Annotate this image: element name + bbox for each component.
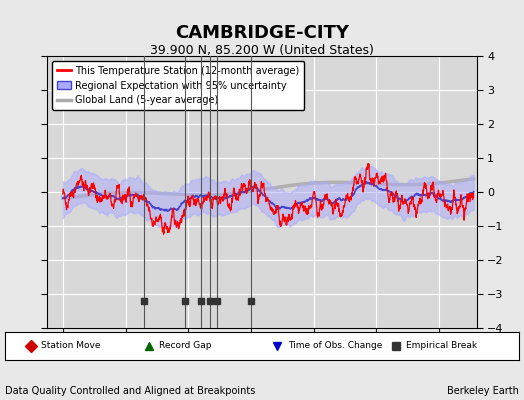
Text: Station Move: Station Move xyxy=(41,342,101,350)
Text: Empirical Break: Empirical Break xyxy=(406,342,477,350)
Legend: This Temperature Station (12-month average), Regional Expectation with 95% uncer: This Temperature Station (12-month avera… xyxy=(52,61,304,110)
Text: Berkeley Earth: Berkeley Earth xyxy=(447,386,519,396)
Text: Time of Obs. Change: Time of Obs. Change xyxy=(288,342,382,350)
Text: 39.900 N, 85.200 W (United States): 39.900 N, 85.200 W (United States) xyxy=(150,44,374,57)
Text: Record Gap: Record Gap xyxy=(159,342,212,350)
Text: Data Quality Controlled and Aligned at Breakpoints: Data Quality Controlled and Aligned at B… xyxy=(5,386,256,396)
Text: CAMBRIDGE-CITY: CAMBRIDGE-CITY xyxy=(175,24,349,42)
